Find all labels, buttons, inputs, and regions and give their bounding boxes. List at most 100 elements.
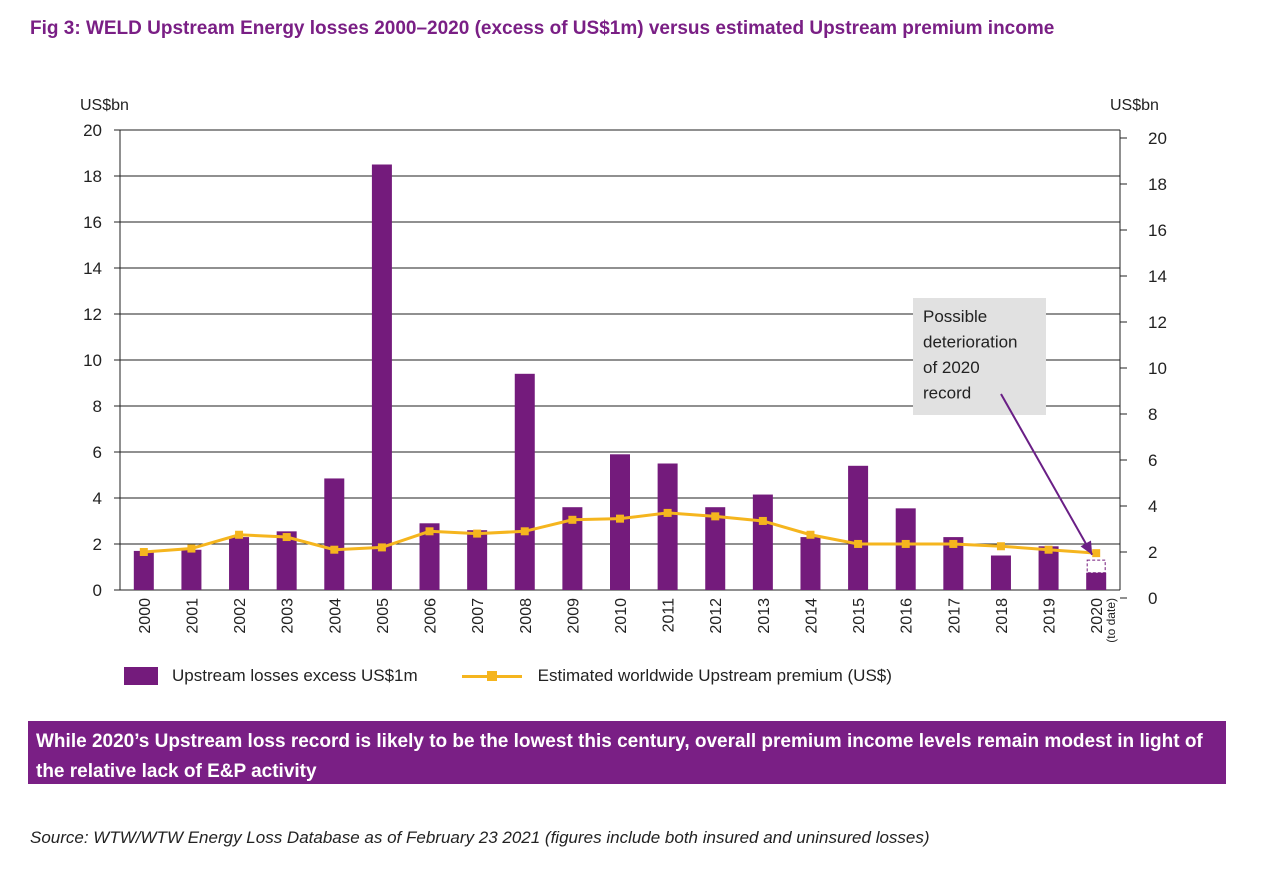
callout-line: deterioration [923,333,1018,352]
premium-marker-2004 [330,545,339,554]
x-label-2002: 2002 [232,598,249,634]
callout-line: Possible [923,307,987,326]
bar-2016 [895,508,916,590]
bar-2018 [990,555,1011,590]
callout: Possible deterioration of 2020 record [913,298,1094,556]
possible-deterioration-box [1086,559,1106,574]
right-tick-label: 8 [1148,405,1157,424]
legend-label-losses: Upstream losses excess US$1m [172,666,418,685]
premium-marker-2000 [139,548,148,556]
premium-marker-2014 [806,530,815,539]
premium-marker-2009 [568,515,577,524]
figure-title: Fig 3: WELD Upstream Energy losses 2000–… [30,18,1055,39]
premium-marker-2006 [425,527,434,536]
right-tick-label: 16 [1148,221,1167,240]
x-label-2004: 2004 [327,598,344,634]
left-tick-label: 0 [93,581,102,600]
legend: Upstream losses excess US$1m Estimated w… [124,664,936,688]
callout-arrow [1000,393,1094,556]
left-tick-label: 4 [93,489,102,508]
left-tick-label: 18 [83,167,102,186]
x-label-2011: 2011 [661,598,678,633]
x-label-2017: 2017 [946,598,963,634]
x-label-2007: 2007 [470,598,487,634]
x-label-2018: 2018 [994,598,1011,634]
premium-marker-2001 [187,544,196,553]
bar-2007 [467,530,488,590]
premium-marker-2017 [949,539,958,548]
left-axis-unit: US$bn [80,97,129,114]
premium-marker-2020 [1092,549,1101,558]
bar-2003 [276,531,297,590]
legend-line-swatch [461,666,522,686]
x-label-2010: 2010 [613,598,630,634]
right-tick-label: 18 [1148,175,1167,194]
bar-2013 [752,494,773,590]
right-tick-label: 2 [1148,543,1157,562]
premium-marker-2005 [377,543,386,552]
bar-2014 [800,537,821,590]
left-tick-label: 10 [83,351,102,370]
x-sublabel-2020: (to date) [1104,598,1118,643]
premium-marker-2012 [711,512,720,521]
bar-2005 [371,164,392,590]
premium-marker-2013 [758,516,767,525]
right-tick-label: 4 [1148,497,1157,516]
legend-item-losses: Upstream losses excess US$1m [124,666,418,686]
x-label-2003: 2003 [280,598,297,634]
x-label-2005: 2005 [375,598,392,634]
bar-2019 [1038,546,1059,590]
left-tick-label: 16 [83,213,102,232]
callout-box [913,298,1046,415]
x-label-2006: 2006 [423,598,440,634]
source-note: Source: WTW/WTW Energy Loss Database as … [30,828,930,847]
right-tick-label: 14 [1148,267,1167,286]
premium-line [139,508,1101,558]
right-tick-label: 12 [1148,313,1167,332]
premium-marker-2016 [901,539,910,548]
left-tick-label: 2 [93,535,102,554]
x-label-2020: 2020 [1089,598,1106,634]
x-label-2001: 2001 [184,598,201,634]
x-label-2019: 2019 [1042,598,1059,634]
x-label-2008: 2008 [518,598,535,634]
left-tick-label: 6 [93,443,102,462]
legend-label-premium: Estimated worldwide Upstream premium (US… [537,666,892,685]
bar-2001 [181,549,202,590]
premium-marker-2018 [996,542,1005,551]
right-axis-unit: US$bn [1110,97,1159,114]
bars [133,164,1107,590]
right-tick-label: 20 [1148,129,1167,148]
premium-marker-2019 [1044,545,1053,554]
bar-2009 [562,507,583,590]
x-label-2000: 2000 [137,598,154,634]
left-tick-label: 20 [83,121,102,140]
x-axis-labels: 2000 2001 2002 2003 2004 2005 2006 2007 2008 2009… [137,598,1118,643]
left-tick-label: 12 [83,305,102,324]
premium-marker-2003 [282,533,291,542]
bar-2015 [848,465,869,590]
premium-marker-2002 [235,530,244,539]
x-label-2009: 2009 [565,598,582,634]
right-tick-label: 6 [1148,451,1157,470]
x-label-2013: 2013 [756,598,773,634]
bar-2017 [943,537,964,590]
x-label-2015: 2015 [851,598,868,634]
bar-2000 [133,550,154,590]
bar-2020 [1086,572,1107,590]
premium-marker-2010 [616,514,624,523]
x-label-2016: 2016 [899,598,916,634]
premium-marker-2011 [663,508,672,517]
bar-2011 [657,463,678,590]
right-tick-label: 0 [1148,589,1157,608]
callout-line: of 2020 [923,358,980,377]
bar-2012 [705,507,726,590]
right-tick-label: 10 [1148,359,1167,378]
key-takeaway-banner: While 2020’s Upstream loss record is lik… [28,721,1226,784]
bar-2006 [419,523,440,590]
x-label-2014: 2014 [803,598,820,634]
premium-marker-2007 [473,529,482,538]
premium-marker-2008 [520,527,529,536]
callout-arrowhead [1080,540,1093,555]
